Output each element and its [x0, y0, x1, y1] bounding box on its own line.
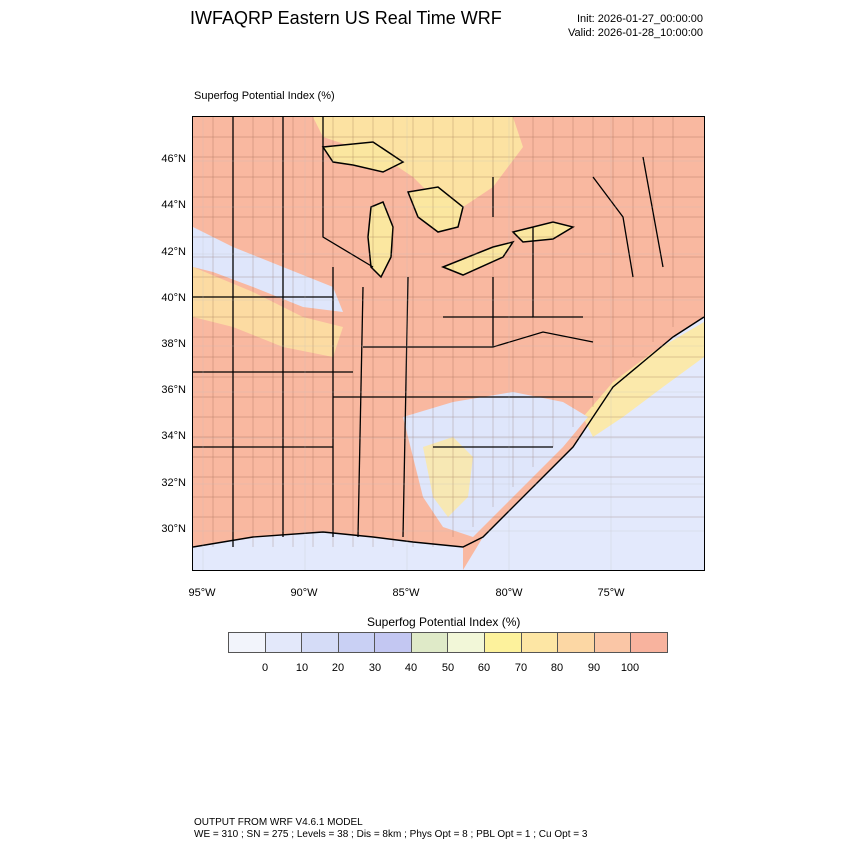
colorbar-title: Superfog Potential Index (%) [367, 615, 521, 629]
lat-label-32: 32°N [161, 477, 186, 489]
lake-michigan [367, 201, 394, 279]
colorbar-swatch [302, 633, 339, 652]
colorbar-swatch [485, 633, 522, 652]
lat-label-42: 42°N [161, 246, 186, 258]
run-times: Init: 2026-01-27_00:00:00 Valid: 2026-01… [568, 12, 703, 40]
colorbar-label: 30 [368, 662, 382, 674]
colorbar-swatch [375, 633, 412, 652]
model-footer: OUTPUT FROM WRF V4.6.1 MODEL WE = 310 ; … [194, 817, 587, 841]
colorbar [228, 632, 668, 653]
colorbar-label: 80 [550, 662, 564, 674]
midwest-low-band [193, 227, 343, 312]
lon-label-90: 90°W [290, 587, 318, 599]
colorbar-label: 90 [587, 662, 601, 674]
colorbar-label: 0 [261, 662, 269, 674]
colorbar-label: 20 [331, 662, 345, 674]
gulf-of-mexico [193, 532, 463, 570]
lon-label-85: 85°W [392, 587, 420, 599]
valid-time: Valid: 2026-01-28_10:00:00 [568, 27, 703, 39]
field-label: Superfog Potential Index (%) [194, 90, 335, 102]
coastline [193, 316, 704, 548]
colorbar-label: 70 [514, 662, 528, 674]
lon-label-80: 80°W [495, 587, 523, 599]
colorbar-swatch [265, 633, 303, 652]
colorbar-swatch [229, 633, 266, 652]
footer-line-2: WE = 310 ; SN = 275 ; Levels = 38 ; Dis … [194, 829, 588, 840]
footer-line-1: OUTPUT FROM WRF V4.6.1 MODEL [194, 817, 363, 828]
colorbar-label: 10 [295, 662, 309, 674]
map-panel [192, 116, 705, 571]
lon-label-75: 75°W [597, 587, 625, 599]
colorbar-label: 40 [404, 662, 418, 674]
lat-label-38: 38°N [161, 338, 186, 350]
colorbar-swatch [631, 633, 667, 652]
colorbar-swatch [521, 633, 559, 652]
lat-label-36: 36°N [161, 384, 186, 396]
colorbar-label: 50 [441, 662, 455, 674]
canada-north [313, 117, 523, 207]
lat-label-40: 40°N [161, 292, 186, 304]
colorbar-label: 60 [477, 662, 491, 674]
colorbar-label: 100 [620, 662, 640, 674]
colorbar-swatch [411, 633, 449, 652]
colorbar-swatch [338, 633, 376, 652]
lon-label-95: 95°W [188, 587, 216, 599]
lake-erie [440, 240, 515, 276]
map-svg [193, 117, 704, 570]
colorbar-swatch [594, 633, 632, 652]
graticule [193, 117, 704, 570]
init-time: Init: 2026-01-27_00:00:00 [577, 13, 703, 25]
lat-label-44: 44°N [161, 199, 186, 211]
map-title: IWFAQRP Eastern US Real Time WRF [190, 8, 502, 28]
lat-label-30: 30°N [161, 523, 186, 535]
midwest-mid-band [193, 267, 343, 357]
colorbar-swatch [558, 633, 595, 652]
lat-label-34: 34°N [161, 430, 186, 442]
lat-label-46: 46°N [161, 153, 186, 165]
coastal-band [583, 322, 704, 437]
state-boundaries [193, 117, 664, 547]
colorbar-swatch [448, 633, 486, 652]
